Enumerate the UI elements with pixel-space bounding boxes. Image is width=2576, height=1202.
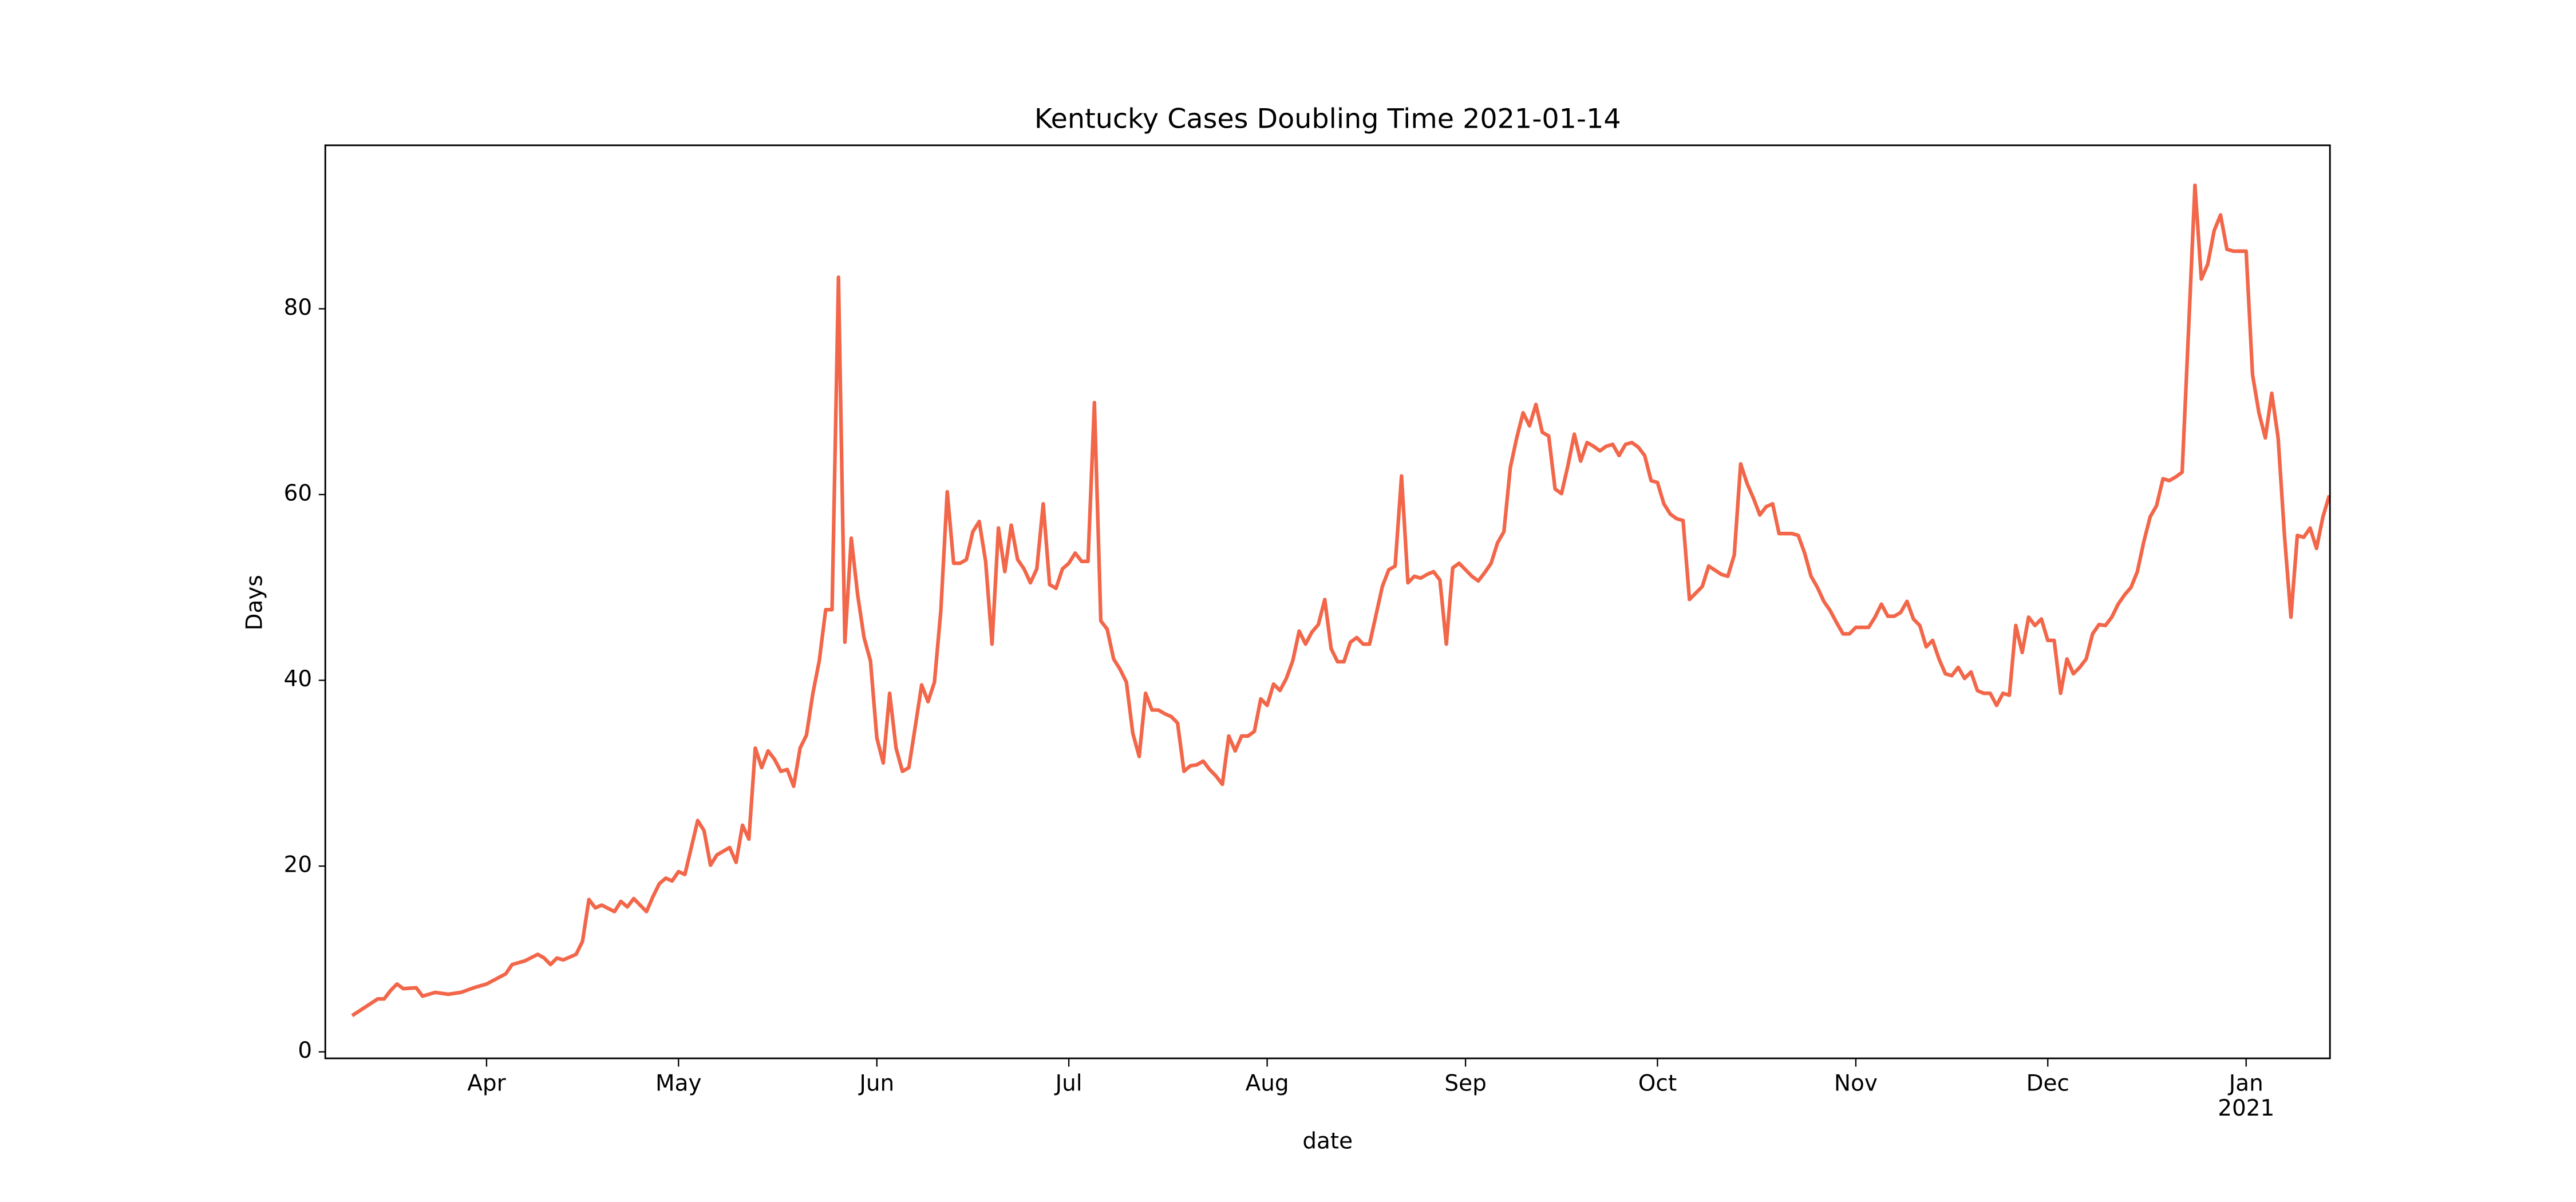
x-tick-label: Sep <box>1444 1071 1486 1097</box>
plot-area <box>351 183 2332 1018</box>
x-tick-label: Apr <box>467 1071 506 1097</box>
data-line <box>351 183 2332 1018</box>
y-tick-label: 20 <box>284 852 313 878</box>
y-axis-label: Days <box>242 575 268 630</box>
x-tick-label: Aug <box>1246 1071 1289 1097</box>
x-tick-label: Oct <box>1638 1071 1677 1097</box>
x-tick-label: Nov <box>1834 1071 1878 1097</box>
x-tick-label: Jul <box>1054 1071 1082 1097</box>
chart-title: Kentucky Cases Doubling Time 2021-01-14 <box>1034 104 1621 135</box>
y-tick-label: 80 <box>284 295 313 321</box>
x-tick-label: Jan <box>2227 1071 2263 1097</box>
y-tick-label: 40 <box>284 666 313 692</box>
y-tick-label: 0 <box>298 1038 312 1063</box>
plot-frame <box>324 144 2331 1059</box>
x-axis-label: date <box>1302 1129 1353 1154</box>
y-tick-label: 60 <box>284 481 313 507</box>
x-tick-label: May <box>655 1071 702 1097</box>
x-tick-label: Dec <box>2026 1071 2069 1097</box>
x-tick-label: Jun <box>858 1071 894 1097</box>
x-offset-label: 2021 <box>2218 1096 2274 1121</box>
